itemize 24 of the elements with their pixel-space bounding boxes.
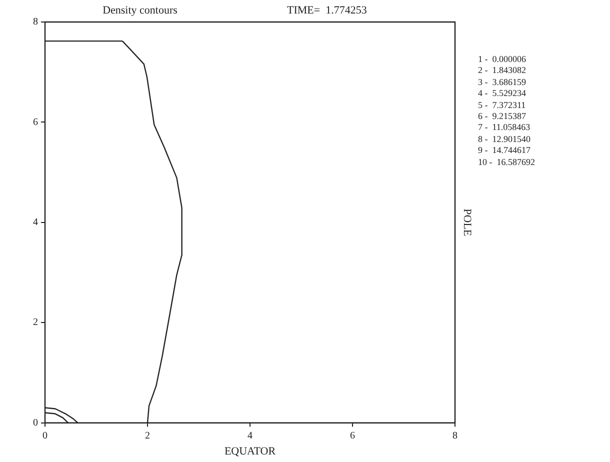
chart-title: Density contours [102, 4, 178, 16]
chart-subtitle: TIME= 1.774253 [287, 4, 368, 16]
y-tick-label: 8 [33, 16, 38, 28]
y-tick-label: 4 [33, 217, 38, 228]
text: 5 - 7.372311 [478, 100, 527, 112]
x-tick-label: 8 [452, 430, 458, 442]
text: 8 - 12.901540 [478, 134, 532, 146]
text: 4 - 5.529234 [478, 88, 527, 100]
text: 9 - 14.744617 [478, 145, 532, 157]
text: 6 - 9.215387 [478, 111, 527, 122]
text: 7 - 11.058463 [478, 122, 532, 134]
y-axis-title: POLE [461, 208, 474, 236]
text: 1 - 0.000006 [478, 54, 527, 66]
y-tick-label: 6 [33, 116, 38, 128]
x-tick-label: 2 [145, 430, 150, 442]
x-axis-title: EQUATOR [224, 445, 276, 458]
text: 2 - 1.843082 [478, 65, 527, 77]
text: 10 - 16.587692 [478, 156, 535, 168]
x-tick-label: 4 [248, 430, 252, 442]
text: 3 - 3.686159 [478, 76, 527, 88]
y-tick-label: 0 [33, 417, 38, 428]
x-tick-label: 0 [42, 430, 48, 442]
x-tick-label: 6 [350, 430, 355, 442]
y-tick-label: 2 [33, 317, 38, 328]
